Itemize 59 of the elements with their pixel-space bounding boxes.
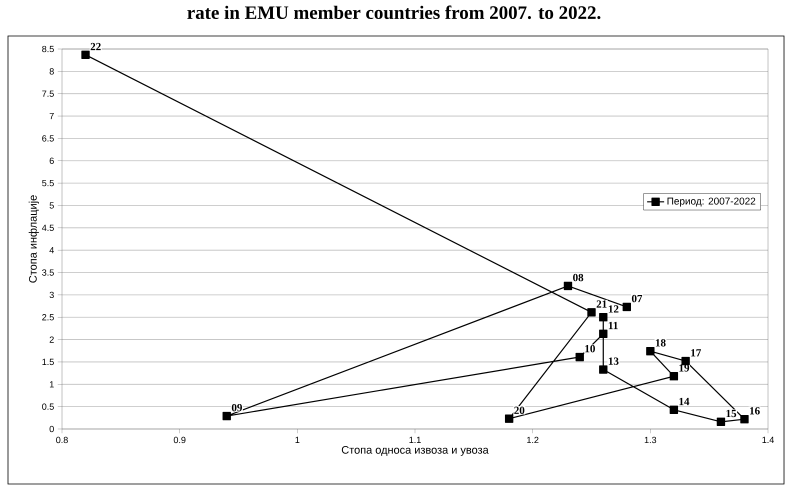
x-tick-label: 0.9 (174, 436, 186, 444)
point (622, 302, 631, 312)
annotation: 18 (656, 339, 666, 347)
y-tick-label: 0 (50, 426, 54, 432)
point (81, 50, 90, 59)
y-tick-label: 1.5 (42, 358, 54, 366)
point (599, 330, 608, 338)
y-tick-label: 3 (50, 292, 54, 298)
y-tick-label: 4.5 (42, 224, 54, 231)
y-tick-label: 8 (50, 68, 54, 75)
point (504, 414, 514, 423)
point (222, 412, 231, 420)
y-tick-label: 5.5 (42, 180, 54, 186)
x-tick-label: 1.4 (762, 436, 774, 443)
point (587, 308, 596, 316)
annotation: 13 (608, 358, 619, 365)
point (646, 347, 655, 356)
y-tick-label: 2 (50, 336, 54, 343)
y-tick-label: 8.5 (42, 46, 54, 52)
annotation: 22 (90, 42, 101, 50)
annotation: 14 (679, 398, 690, 406)
point (670, 406, 678, 414)
point (564, 282, 572, 290)
x-tick-label: 1.3 (644, 436, 656, 444)
y-tick-label: 2.5 (42, 314, 54, 320)
point (740, 414, 749, 424)
x-tick-label: 1 (296, 436, 300, 443)
x-tick-label: 1.1 (409, 436, 421, 443)
y-tick-label: 7 (50, 112, 54, 120)
annotation: 10 (585, 344, 595, 352)
y-tick-label: 6.5 (42, 135, 54, 142)
y-tick-label: 7.5 (42, 90, 54, 97)
legend-label: Период: 2007-2022 (668, 198, 756, 207)
annotation: 11 (608, 322, 618, 330)
chart-title: rate in EMU member countries from 2007. to 2022. (187, 6, 600, 20)
annotation: 12 (608, 305, 618, 313)
point (599, 313, 608, 322)
annotation: 09 (232, 404, 242, 412)
y-tick-label: 0.5 (42, 403, 54, 410)
annotation: 07 (632, 294, 642, 302)
x-tick-label: 1.2 (527, 436, 538, 444)
annotation: 17 (691, 349, 702, 356)
annotation: 15 (726, 410, 736, 418)
x-tick-label: 0.8 (56, 436, 68, 444)
y-axis-title: Стопа инфлације (28, 195, 39, 283)
annotation: 20 (514, 406, 524, 414)
point (599, 365, 608, 374)
point (670, 372, 678, 380)
y-tick-label: 6 (50, 158, 54, 164)
point (716, 418, 726, 426)
y-tick-label: 1 (50, 381, 54, 388)
y-tick-label: 5 (50, 202, 54, 209)
point (576, 352, 584, 362)
y-tick-label: 4 (49, 247, 54, 254)
annotation: 08 (573, 274, 584, 282)
annotation: 21 (596, 300, 607, 308)
annotation: 16 (750, 407, 760, 414)
x-axis-title: Стопа односа извоза и увоза (342, 446, 489, 456)
y-tick-label: 3.5 (42, 269, 54, 276)
